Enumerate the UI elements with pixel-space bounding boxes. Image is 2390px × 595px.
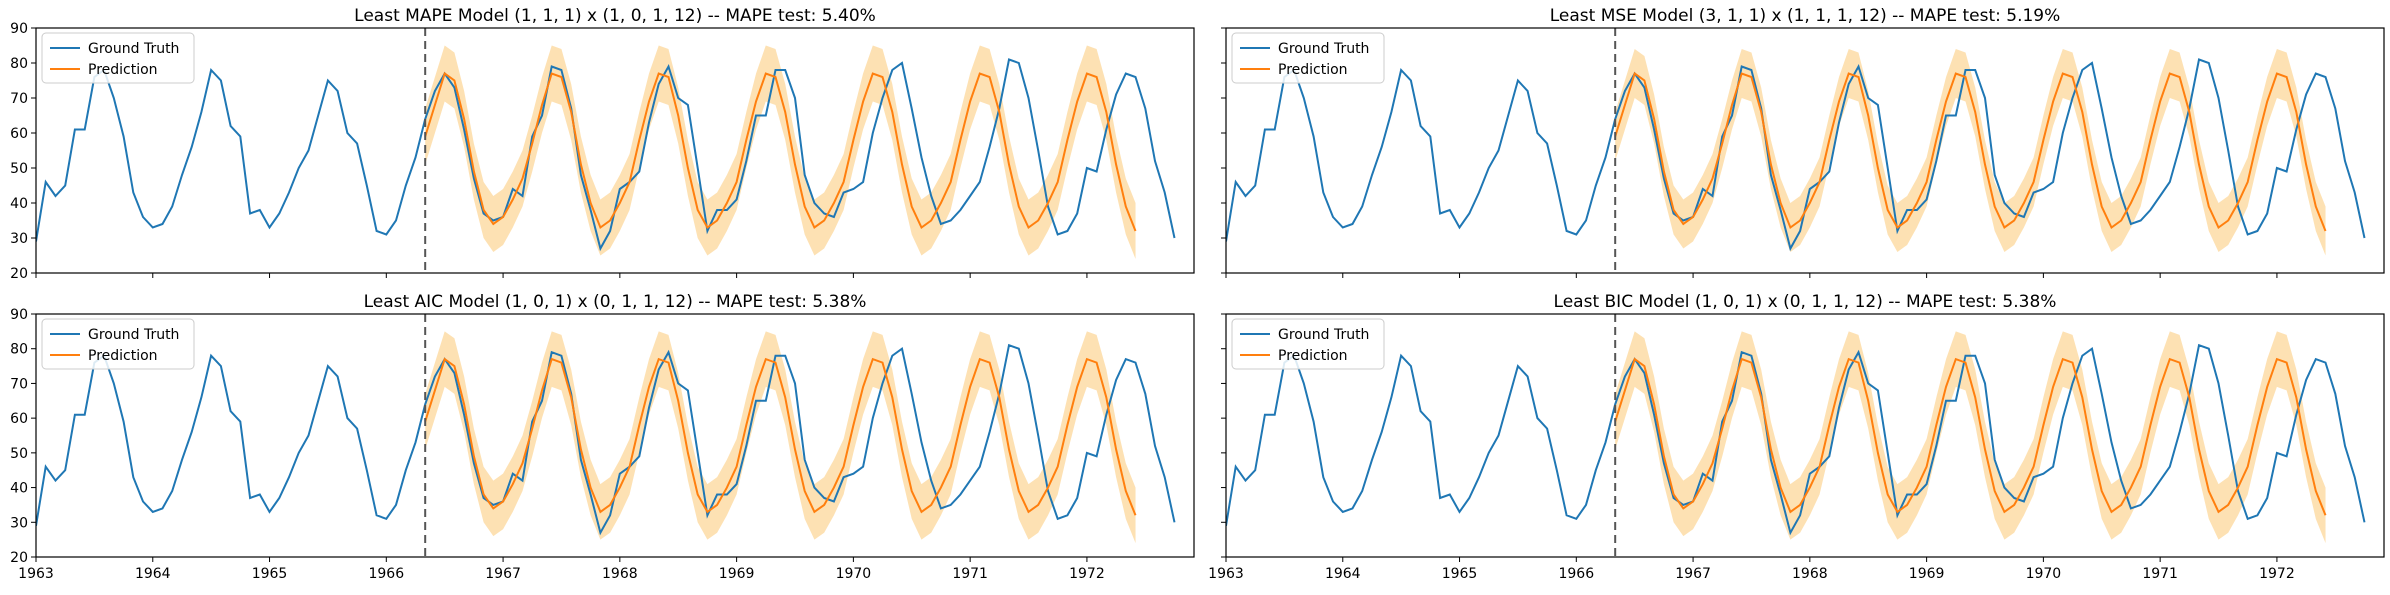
y-tick-label: 50 xyxy=(10,446,28,462)
ground-truth-line xyxy=(1226,58,2366,252)
legend-box xyxy=(1231,32,1385,84)
x-tick-label: 1965 xyxy=(252,566,288,582)
axes-frame xyxy=(35,313,1195,558)
ground-truth-line xyxy=(36,58,1176,252)
confidence-band xyxy=(1615,49,2326,256)
legend-ground-truth-label: Ground Truth xyxy=(88,41,179,57)
x-tick-label: 1968 xyxy=(1792,566,1828,582)
prediction-line xyxy=(424,71,1137,232)
y-tick-label: 80 xyxy=(10,56,28,72)
legend-box xyxy=(41,32,195,84)
x-tick-label: 1963 xyxy=(18,566,54,582)
legend: Ground Truth Prediction xyxy=(1231,32,1385,84)
y-tick-label: 70 xyxy=(10,91,28,107)
y-tick-label: 40 xyxy=(10,196,28,212)
ground-truth-line xyxy=(1226,343,2366,536)
x-tick-label: 1964 xyxy=(1325,566,1361,582)
y-tick-label: 30 xyxy=(10,231,28,247)
x-tick-label: 1965 xyxy=(1442,566,1478,582)
legend-prediction-label: Prediction xyxy=(88,348,158,364)
subplot-title: Least AIC Model (1, 0, 1) x (0, 1, 1, 12… xyxy=(364,292,867,312)
ground-truth-line xyxy=(36,343,1176,536)
legend-ground-truth-label: Ground Truth xyxy=(1278,41,1369,57)
y-tick-label: 20 xyxy=(10,266,28,282)
x-tick-label: 1970 xyxy=(2026,566,2062,582)
plot-area xyxy=(36,314,1176,557)
y-tick-label: 60 xyxy=(10,126,28,142)
y-tick-label: 90 xyxy=(10,21,28,37)
x-tick-label: 1967 xyxy=(1675,566,1711,582)
y-tick-label: 60 xyxy=(10,411,28,427)
legend: Ground Truth Prediction xyxy=(1231,318,1385,370)
subplot-2: Least MSE Model (3, 1, 1) x (1, 1, 1, 12… xyxy=(1221,6,2385,278)
x-tick-label: 1971 xyxy=(2142,566,2178,582)
legend-ground-truth-label: Ground Truth xyxy=(88,327,179,343)
subplot-1: 20 30 40 50 60 70 80 90 Least MAPE Model (1, 1, … xyxy=(10,6,1195,282)
legend-box xyxy=(1231,318,1385,370)
x-tick-label: 1963 xyxy=(1208,566,1244,582)
legend: Ground Truth Prediction xyxy=(41,32,195,84)
y-tick-label: 30 xyxy=(10,515,28,531)
x-tick-label: 1971 xyxy=(952,566,988,582)
prediction-line xyxy=(424,357,1137,516)
confidence-band xyxy=(1615,331,2326,544)
subplot-title: Least MSE Model (3, 1, 1) x (1, 1, 1, 12… xyxy=(1550,6,2061,26)
x-tick-label: 1966 xyxy=(368,566,404,582)
x-tick-label: 1969 xyxy=(719,566,755,582)
confidence-band xyxy=(425,331,1136,544)
prediction-line xyxy=(1614,71,2327,232)
subplot-title: Least BIC Model (1, 0, 1) x (0, 1, 1, 12… xyxy=(1554,292,2057,312)
subplot-3: 20 30 40 50 60 70 80 90 1963 1964 1965 1966 1967 1968… xyxy=(10,292,1195,582)
x-tick-label: 1968 xyxy=(602,566,638,582)
axes-frame xyxy=(1225,313,2385,558)
legend-prediction-label: Prediction xyxy=(88,62,158,78)
x-tick-label: 1966 xyxy=(1558,566,1594,582)
legend-ground-truth-label: Ground Truth xyxy=(1278,327,1369,343)
x-tick-label: 1970 xyxy=(836,566,872,582)
y-tick-label: 70 xyxy=(10,376,28,392)
legend-prediction-label: Prediction xyxy=(1278,348,1348,364)
axes-frame xyxy=(35,27,1195,274)
x-tick-label: 1967 xyxy=(485,566,521,582)
plot-area xyxy=(1226,314,2366,557)
y-tick-label: 80 xyxy=(10,342,28,358)
x-tick-label: 1972 xyxy=(2259,566,2295,582)
prediction-line xyxy=(1614,357,2327,516)
plot-area xyxy=(1226,28,2366,273)
y-tick-label: 50 xyxy=(10,161,28,177)
y-tick-label: 90 xyxy=(10,307,28,323)
x-tick-label: 1964 xyxy=(135,566,171,582)
plot-area xyxy=(36,28,1176,273)
legend: Ground Truth Prediction xyxy=(41,318,195,370)
subplot-4: 1963 1964 1965 1966 1967 1968 1969 1970 1971 1972… xyxy=(1208,292,2385,582)
x-tick-label: 1972 xyxy=(1069,566,1105,582)
y-tick-label: 20 xyxy=(10,550,28,566)
legend-box xyxy=(41,318,195,370)
confidence-band xyxy=(425,45,1136,259)
x-tick-label: 1969 xyxy=(1909,566,1945,582)
y-tick-label: 40 xyxy=(10,481,28,497)
axes-frame xyxy=(1225,27,2385,274)
legend-prediction-label: Prediction xyxy=(1278,62,1348,78)
subplot-title: Least MAPE Model (1, 1, 1) x (1, 0, 1, 1… xyxy=(354,6,876,26)
